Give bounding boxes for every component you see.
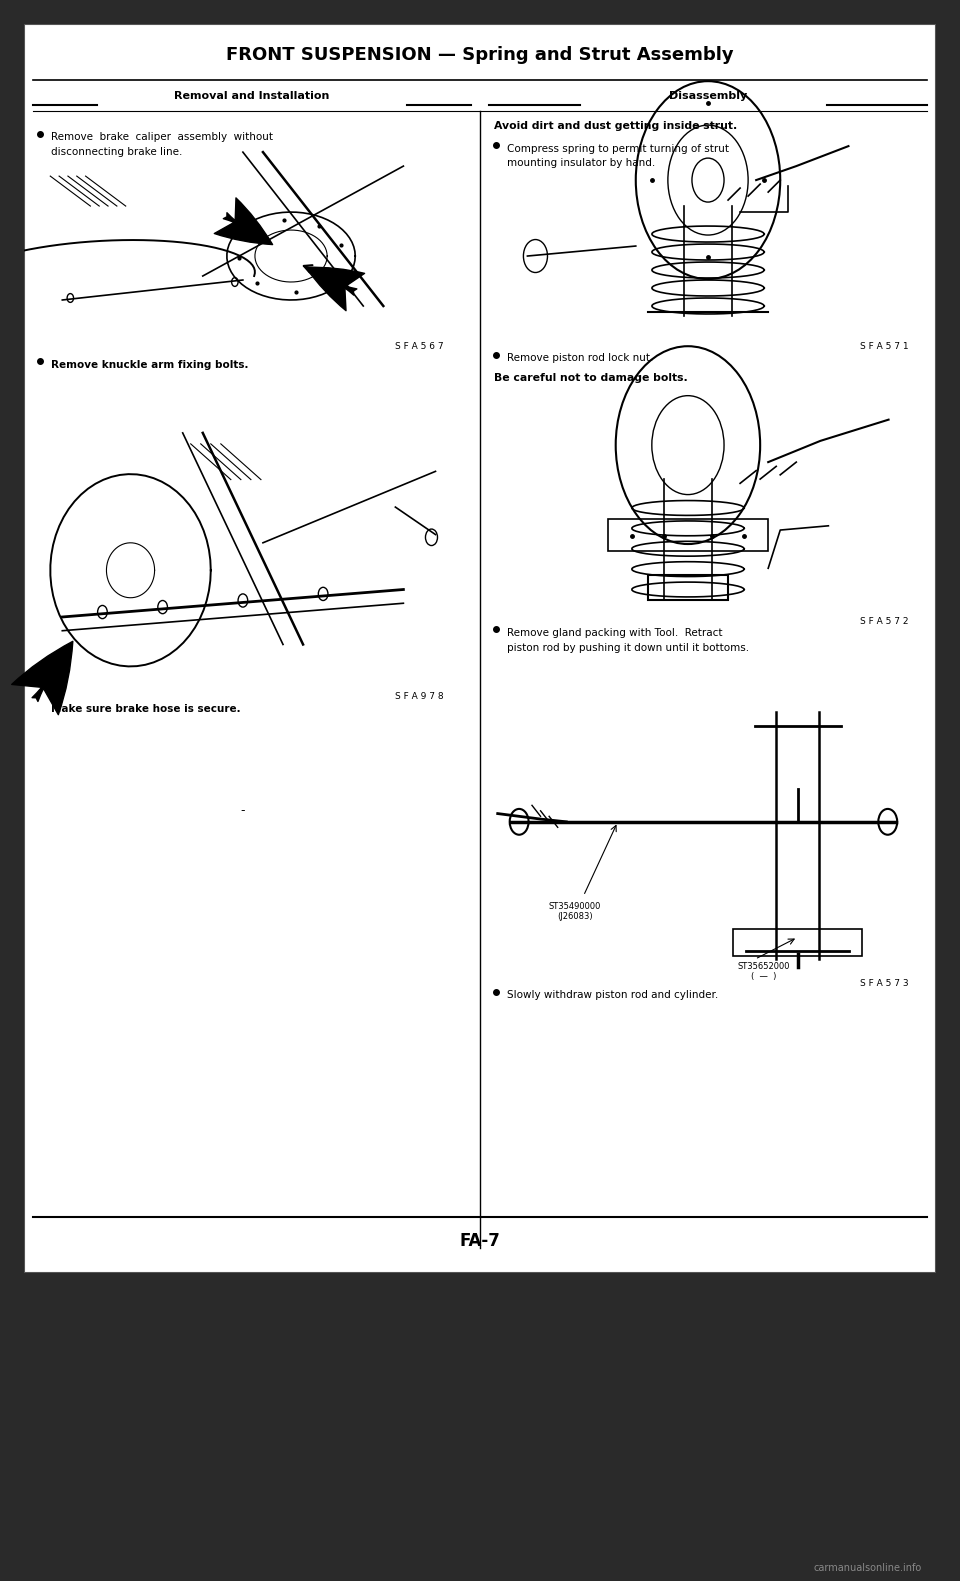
Text: S F A 5 7 3: S F A 5 7 3 [860, 979, 909, 988]
Text: FRONT SUSPENSION — Spring and Strut Assembly: FRONT SUSPENSION — Spring and Strut Asse… [227, 46, 733, 63]
Text: carmanualsonline.info: carmanualsonline.info [813, 1564, 922, 1573]
Text: Disassembly: Disassembly [669, 92, 747, 101]
Text: S F A 5 6 7: S F A 5 6 7 [395, 341, 444, 351]
Text: Remove knuckle arm fixing bolts.: Remove knuckle arm fixing bolts. [52, 360, 249, 370]
Text: FA-7: FA-7 [460, 1233, 500, 1251]
Text: Remove piston rod lock nut.: Remove piston rod lock nut. [508, 354, 654, 364]
Bar [733, 930, 862, 957]
Circle shape [878, 809, 898, 835]
Text: S F A 5 7 2: S F A 5 7 2 [860, 617, 909, 626]
Text: Compress spring to permit turning of strut
mounting insulator by hand.: Compress spring to permit turning of str… [508, 144, 730, 169]
Text: Slowly withdraw piston rod and cylinder.: Slowly withdraw piston rod and cylinder. [508, 990, 719, 1001]
Text: Remove  brake  caliper  assembly  without
disconnecting brake line.: Remove brake caliper assembly without di… [52, 133, 274, 157]
Text: -: - [241, 805, 245, 817]
Text: ST35652000
(  —  ): ST35652000 ( — ) [737, 961, 790, 982]
Text: Be careful not to damage bolts.: Be careful not to damage bolts. [493, 373, 687, 384]
Text: Make sure brake hose is secure.: Make sure brake hose is secure. [52, 705, 241, 715]
Text: S F A 9 7 8: S F A 9 7 8 [395, 692, 444, 700]
Text: Avoid dirt and dust getting inside strut.: Avoid dirt and dust getting inside strut… [493, 122, 737, 131]
Circle shape [510, 809, 529, 835]
Text: ST35490000
(J26083): ST35490000 (J26083) [549, 901, 601, 920]
Text: Remove gland packing with Tool.  Retract
piston rod by pushing it down until it : Remove gland packing with Tool. Retract … [508, 628, 750, 653]
Bar [648, 574, 728, 601]
Text: Removal and Installation: Removal and Installation [175, 92, 329, 101]
Bar [608, 520, 768, 552]
Text: S F A 5 7 1: S F A 5 7 1 [860, 341, 909, 351]
